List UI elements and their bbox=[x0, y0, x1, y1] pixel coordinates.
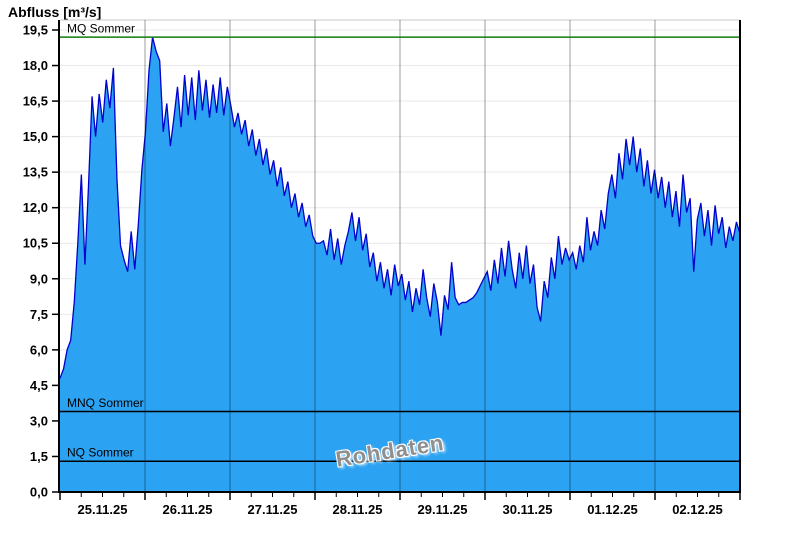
y-axis-tick-label: 0,0 bbox=[30, 485, 48, 500]
x-axis-date-label: 27.11.25 bbox=[248, 502, 298, 517]
mnq-sommer-label: MNQ Sommer bbox=[67, 396, 144, 410]
y-axis-tick-label: 16,5 bbox=[23, 94, 48, 109]
mq-sommer-label: MQ Sommer bbox=[67, 22, 135, 36]
y-axis-title: Abfluss [m³/s] bbox=[8, 4, 102, 20]
x-axis-date-label: 26.11.25 bbox=[163, 502, 213, 517]
y-axis-tick-label: 13,5 bbox=[23, 165, 48, 180]
y-axis-tick-label: 10,5 bbox=[23, 236, 48, 251]
x-axis-date-label: 29.11.25 bbox=[418, 502, 468, 517]
x-axis-date-label: 25.11.25 bbox=[78, 502, 128, 517]
y-axis-tick-label: 1,5 bbox=[30, 449, 48, 464]
x-axis-date-label: 01.12.25 bbox=[587, 502, 638, 517]
y-axis-tick-label: 15,0 bbox=[23, 129, 48, 144]
y-axis-tick-label: 12,0 bbox=[23, 200, 48, 215]
y-axis-tick-label: 6,0 bbox=[30, 342, 48, 357]
y-axis-tick-label: 3,0 bbox=[30, 413, 48, 428]
y-axis-tick-label: 4,5 bbox=[30, 378, 48, 393]
discharge-line-series bbox=[59, 36, 741, 379]
y-axis-tick-label: 19,5 bbox=[23, 23, 48, 38]
x-axis-date-label: 28.11.25 bbox=[333, 502, 383, 517]
discharge-area-series bbox=[60, 37, 740, 493]
nq-sommer-label: NQ Sommer bbox=[67, 446, 134, 460]
x-axis-date-label: 30.11.25 bbox=[503, 502, 553, 517]
y-axis-tick-label: 7,5 bbox=[30, 307, 48, 322]
y-axis-tick-label: 18,0 bbox=[23, 58, 48, 73]
x-axis-date-label: 02.12.25 bbox=[672, 502, 723, 517]
y-axis-tick-label: 9,0 bbox=[30, 271, 48, 286]
